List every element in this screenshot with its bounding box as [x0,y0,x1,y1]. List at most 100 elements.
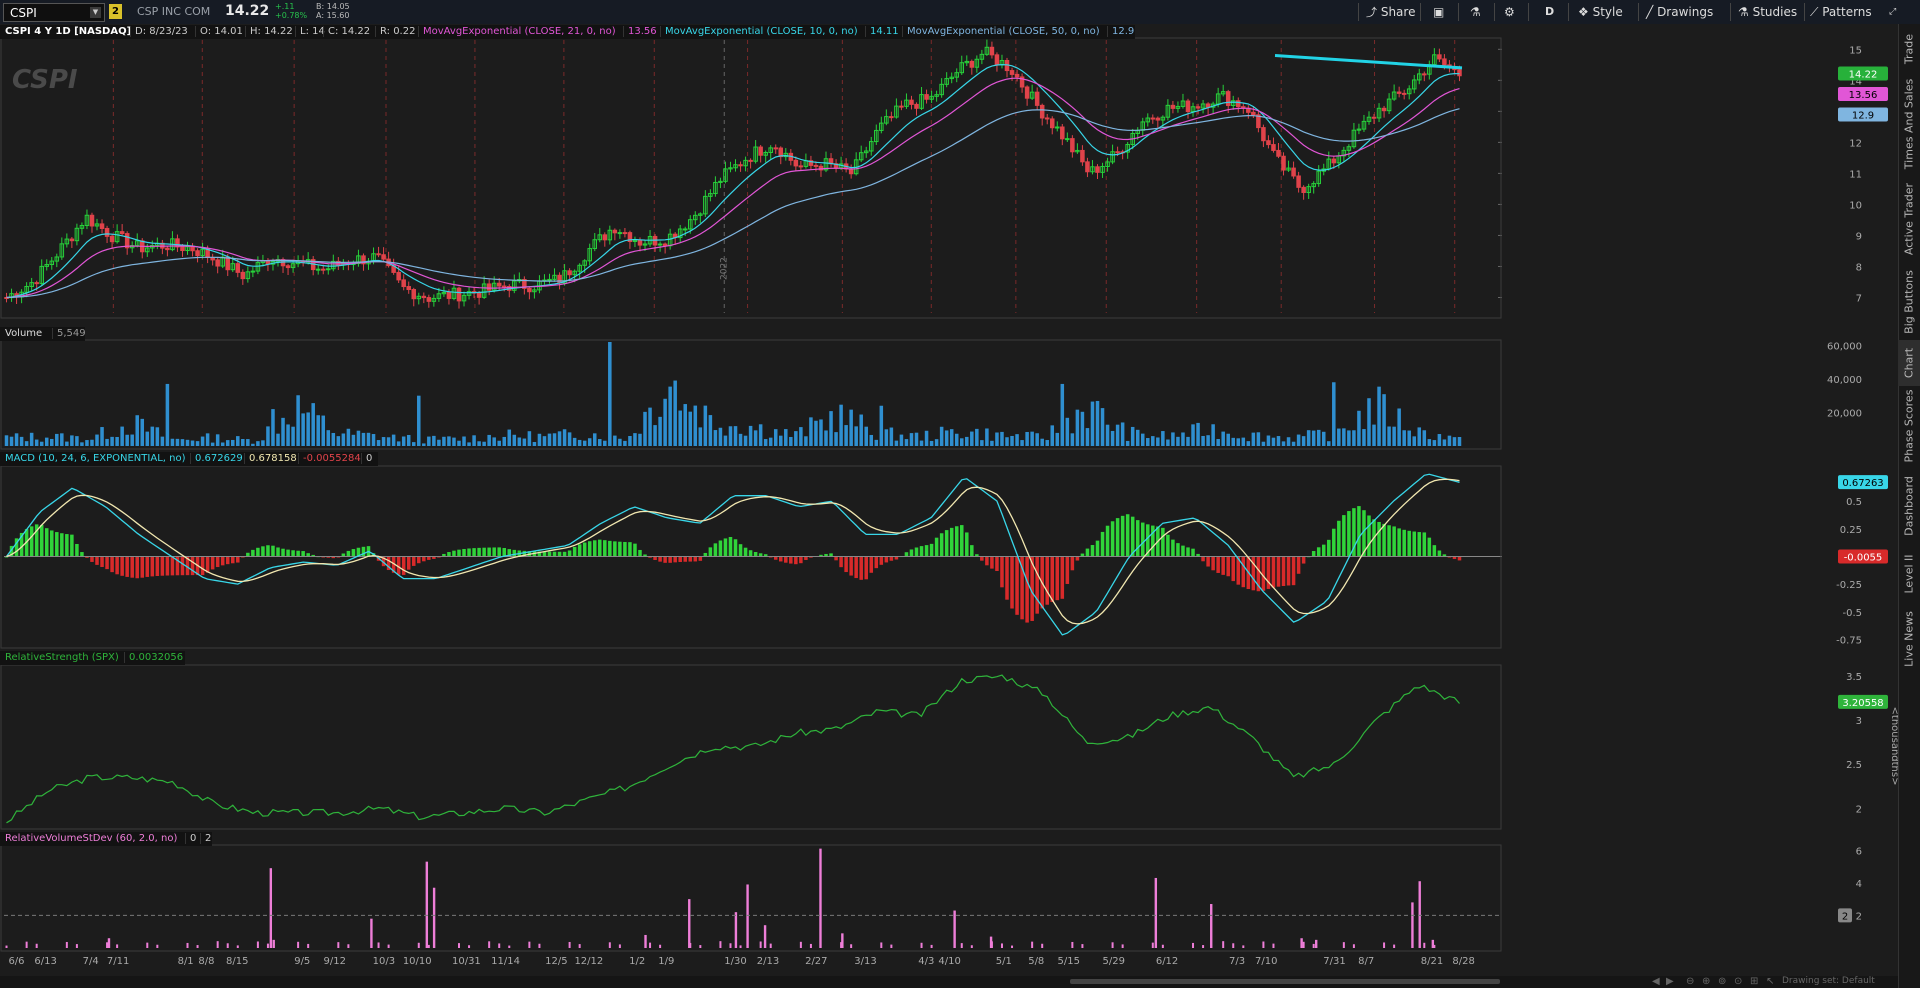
scroll-right-icon[interactable]: ▶ [1666,976,1674,987]
up-candle [39,265,44,284]
symbol-dropdown-icon[interactable]: ▼ [90,7,101,18]
rvsd-title[interactable]: RelativeVolumeStDev (60, 2.0, no) [5,833,178,844]
chart-area[interactable]: CSPI 2022 15141312111098714.2213.5612.96… [0,24,1898,976]
sidebar-tab-big-buttons[interactable]: Big Buttons [1898,264,1920,340]
volume-bar [1125,440,1130,446]
sidebar-tab-phase-scores[interactable]: Phase Scores [1898,386,1920,466]
macd-histogram-bar [452,550,456,557]
macd-histogram-bar [1070,556,1075,571]
scroll-left-icon[interactable]: ◀ [1652,976,1660,987]
macd-histogram-bar [1457,556,1462,561]
volume-bar [1040,438,1044,446]
ma50-line [6,108,1460,299]
volume-bar [472,435,476,446]
rvsd-spike [107,938,111,948]
down-candle [808,160,814,166]
down-candle [1085,161,1090,173]
volume-bar [592,433,597,446]
macd-histogram-bar [804,556,808,560]
patterns-button[interactable]: ⟋ Patterns [1810,3,1872,21]
rs-title[interactable]: RelativeStrength (SPX) [5,652,119,663]
macd-title[interactable]: MACD (10, 24, 6, EXPONENTIAL, no) [5,453,186,464]
price-change: +.11 +0.78% [275,2,307,20]
sidebar-tab-trade[interactable]: Trade [1898,24,1920,74]
symbol-input[interactable] [10,6,80,19]
volume-bar [990,440,994,446]
volume-bar [1166,439,1170,446]
time-axis-label: 8/8 [198,956,214,967]
macd-histogram-bar [1432,545,1437,557]
rvsd-bar [1121,944,1124,948]
price-panel-title[interactable]: CSPI 4 Y 1D [NASDAQ] [5,26,132,37]
down-candle [1442,58,1447,66]
macd-histogram-bar [286,549,290,557]
rvsd-spike [1210,904,1213,948]
down-candle [501,285,507,288]
zoom-fit-icon[interactable]: ⊕ [1702,976,1711,987]
sidebar-tab-dashboard[interactable]: Dashboard [1898,466,1920,546]
macd-histogram-bar [230,556,235,564]
style-button[interactable]: ❖ Style [1578,3,1623,21]
macd-histogram-bar [225,556,230,565]
sidebar-tab-active-trader[interactable]: Active Trader [1898,174,1920,264]
volume-bar [1055,432,1060,446]
trendline[interactable] [1274,54,1463,70]
symbol-box[interactable]: ▼ [3,3,105,22]
down-candle [285,265,291,269]
volume-bar [291,426,295,446]
studies-icon: ⚗ [1738,5,1749,19]
studies-button[interactable]: ⚗ Studies [1738,3,1797,21]
volume-bar [1357,410,1361,446]
sidebar-tab-times-and-sales[interactable]: Times And Sales [1898,74,1920,174]
ma21-legend[interactable]: MovAvgExponential (CLOSE, 21, 0, no) [418,26,616,37]
cursor-icon[interactable]: ↖ [1766,976,1775,987]
ma50-legend[interactable]: MovAvgExponential (CLOSE, 50, 0, no) [902,26,1100,37]
macd-histogram-bar [824,553,828,557]
horizontal-scrollbar-thumb[interactable] [1070,979,1500,984]
zoom-icon[interactable]: ⊚ [1718,976,1727,987]
down-candle [1009,70,1015,75]
up-candle [708,193,713,197]
up-candle [84,214,90,226]
sidebar-tab-chart[interactable]: Chart [1898,340,1920,386]
link-group-badge[interactable]: 2 [109,4,122,19]
up-candle [1105,161,1110,167]
aggregation-button[interactable]: D [1545,5,1555,18]
snapshot-icon[interactable]: ▣ [1433,5,1445,19]
sidebar-tab-level-ii[interactable]: Level II [1898,546,1920,602]
drawings-button[interactable]: ╱ Drawings [1646,3,1713,21]
volume-value: 5,549 [52,328,86,339]
flask-icon[interactable]: ⚗ [1470,5,1481,19]
magnifier-icon[interactable]: ⊙ [1734,976,1743,987]
down-candle [994,54,1000,66]
volume-bar [256,441,260,446]
rvsd-bar [1202,945,1205,948]
up-candle [315,268,321,271]
rvsd-bar [337,942,340,948]
macd-histogram-bar [1271,556,1276,588]
volume-bar [658,416,662,446]
ma10-legend[interactable]: MovAvgExponential (CLOSE, 10, 0, no) [660,26,858,37]
gear-icon[interactable]: ⚙ [1504,5,1515,19]
volume-bar [497,440,501,446]
crosshair-icon[interactable]: ⊞ [1750,976,1759,987]
share-button[interactable]: ⤴ Share [1366,3,1415,21]
macd-histogram-bar [1347,511,1351,557]
macd-histogram-bar [673,556,677,563]
pencil-icon: ╱ [1646,5,1654,19]
rvsd-tick-label: 6 [1856,846,1862,857]
volume-bar [1151,436,1155,446]
volume-bar [1085,428,1090,446]
sidebar-tab-live-news[interactable]: Live News [1898,602,1920,676]
rvsd-bar [608,942,611,948]
volume-bar [613,435,617,446]
studies-label: Studies [1752,5,1798,19]
time-axis-label: 7/3 [1229,956,1245,967]
maximize-icon[interactable]: ⤢ [1889,7,1897,17]
drawing-set-label[interactable]: Drawing set: Default [1782,976,1875,986]
volume-title[interactable]: Volume [5,328,43,339]
rvsd-bar [1222,941,1225,948]
zoom-out-icon[interactable]: ⊖ [1686,976,1695,987]
volume-bar [401,436,406,446]
up-candle [979,53,985,60]
